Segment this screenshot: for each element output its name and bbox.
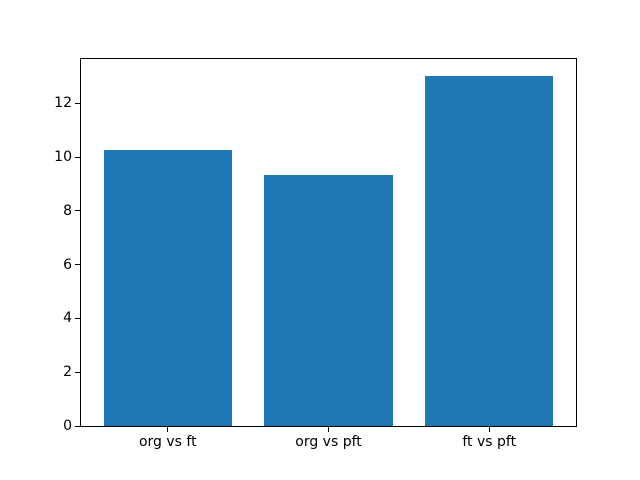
y-tick-label: 4 bbox=[63, 310, 72, 327]
y-tick-mark bbox=[75, 102, 80, 104]
y-tick-mark bbox=[75, 317, 80, 319]
y-tick-mark bbox=[75, 264, 80, 266]
y-tick-label: 8 bbox=[63, 202, 72, 219]
x-tick-label: org vs ft bbox=[138, 434, 197, 450]
y-tick-label: 10 bbox=[54, 149, 72, 166]
plot-area: 0 2 4 6 8 10 12 org vs ft org vs pft ft vs pft bbox=[54, 58, 577, 450]
x-tick-label: org vs pft bbox=[295, 434, 362, 450]
y-tick-mark bbox=[75, 371, 80, 373]
y-tick-label: 2 bbox=[63, 364, 72, 381]
y-tick-mark bbox=[75, 210, 80, 212]
bar-org-vs-pft bbox=[264, 174, 393, 426]
y-tick-mark bbox=[75, 156, 80, 158]
bar-org-vs-ft bbox=[103, 150, 233, 426]
y-tick-mark bbox=[75, 425, 80, 427]
y-tick-label: 12 bbox=[54, 95, 72, 112]
x-tick-mark bbox=[167, 427, 169, 432]
y-tick-label: 0 bbox=[63, 418, 72, 434]
x-tick-mark bbox=[328, 427, 329, 432]
x-tick-label: ft vs pft bbox=[462, 434, 517, 450]
y-tick-label: 6 bbox=[63, 256, 72, 273]
bar-ft-vs-pft bbox=[424, 76, 554, 426]
x-tick-mark bbox=[488, 427, 490, 432]
